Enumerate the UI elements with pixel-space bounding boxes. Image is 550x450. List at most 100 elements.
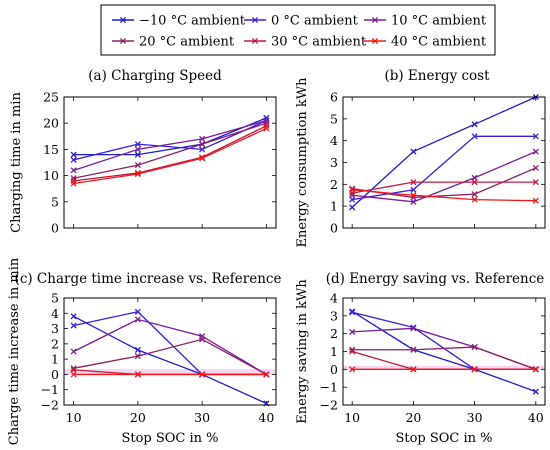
legend-marker [251, 37, 259, 45]
y-tick-label: 10 [43, 168, 59, 183]
data-point [532, 148, 539, 155]
y-tick-label: 0 [51, 221, 59, 236]
legend-entry-10-c-ambient: −10 °C ambient [112, 14, 246, 29]
legend-label: 30 °C ambient [271, 35, 367, 50]
data-point [70, 322, 77, 329]
data-point [349, 328, 356, 335]
series-0-c-ambient [349, 309, 539, 373]
legend-entry-20-c-ambient: 20 °C ambient [112, 35, 235, 50]
series-line [73, 117, 267, 156]
series-line [352, 181, 536, 194]
series-line [351, 310, 537, 393]
plot-frame [63, 297, 277, 406]
data-point [134, 170, 141, 178]
x-tick-label: 30 [194, 410, 210, 425]
data-point [70, 366, 77, 373]
data-point [349, 186, 356, 193]
legend-label: 10 °C ambient [391, 14, 487, 29]
data-point [134, 151, 141, 158]
data-point [134, 316, 141, 323]
data-point [410, 179, 417, 186]
data-point [134, 308, 141, 315]
data-point [471, 191, 478, 198]
data-point [471, 133, 478, 140]
data-point [410, 186, 417, 193]
y-tick-label: 5 [51, 194, 59, 209]
y-tick-label: 0 [330, 362, 338, 377]
data-point [134, 346, 141, 354]
data-point [134, 353, 141, 360]
series-line [351, 96, 537, 208]
panel-title: (c) Charge time increase vs. Reference [15, 271, 282, 287]
panel-title: (b) Energy cost [384, 68, 490, 84]
plot-frame [342, 297, 546, 406]
data-point [70, 348, 77, 355]
data-point [70, 313, 77, 320]
y-tick-label: 6 [330, 90, 338, 105]
series-line [73, 122, 267, 179]
data-point [349, 192, 356, 199]
y-tick-label: 2 [330, 177, 338, 192]
data-point [70, 371, 77, 378]
y-tick-label: 3 [51, 321, 59, 336]
data-point [471, 343, 478, 351]
legend-label: 0 °C ambient [271, 14, 359, 29]
series-line [73, 311, 267, 376]
data-point [410, 366, 417, 373]
series-line [352, 311, 536, 370]
y-tick-label: −1 [320, 380, 338, 395]
data-point [349, 348, 356, 355]
y-tick-label: 2 [330, 326, 338, 341]
data-point [70, 156, 77, 163]
data-point [70, 151, 77, 158]
y-axis-label: Energy saving in kWh [295, 279, 310, 424]
y-tick-label: 20 [43, 116, 59, 131]
x-tick-label: 10 [66, 410, 82, 425]
x-axis-label: Stop SOC in % [395, 431, 492, 446]
y-tick-label: 15 [43, 142, 59, 157]
y-tick-label: −2 [320, 398, 338, 413]
y-tick-label: 1 [330, 199, 338, 214]
y-tick-label: 1 [330, 344, 338, 359]
data-point [263, 371, 270, 378]
reference-band [343, 365, 545, 371]
series-line [73, 125, 267, 182]
data-point [410, 346, 417, 353]
series-30-c-ambient [349, 179, 539, 197]
plot-frame [342, 96, 546, 229]
data-point [471, 196, 478, 203]
y-tick-label: 4 [330, 291, 338, 306]
y-tick-label: 5 [330, 111, 338, 126]
chart-panel-a: (a) Charging Speed 0 5 10 15 20 25 Charging tim… [9, 68, 277, 236]
data-point [199, 135, 206, 142]
series-0-c-ambient [70, 308, 270, 378]
y-tick-label: 4 [51, 306, 59, 321]
legend-marker [371, 16, 379, 24]
x-tick-label: 20 [405, 410, 421, 425]
y-tick-label: 2 [51, 336, 59, 351]
data-point [532, 197, 539, 204]
chart-panel-d: (d) Energy saving vs. Reference −2 −1 0 1 2 3 4… [295, 271, 546, 446]
data-point [349, 204, 356, 211]
legend-box [100, 4, 496, 56]
series-20-c-ambient [70, 120, 270, 182]
y-tick-label: −2 [41, 398, 59, 413]
y-tick-label: 0 [330, 221, 338, 236]
data-point [263, 125, 270, 132]
x-tick-label: 40 [258, 410, 274, 425]
data-point [471, 179, 478, 186]
data-point [70, 167, 77, 174]
data-point [410, 192, 417, 199]
y-tick-label: 1 [51, 352, 59, 367]
y-tick-label: 4 [330, 133, 338, 148]
legend-label: 40 °C ambient [391, 35, 487, 50]
data-point [471, 121, 478, 128]
chart-panel-b: (b) Energy cost 0 1 2 3 4 5 6 Energy consumption… [295, 68, 546, 248]
series-10-c-ambient [70, 316, 270, 378]
series-line [352, 135, 536, 201]
series-line [73, 119, 267, 171]
series-20-c-ambient [349, 343, 539, 373]
data-point [199, 371, 206, 378]
